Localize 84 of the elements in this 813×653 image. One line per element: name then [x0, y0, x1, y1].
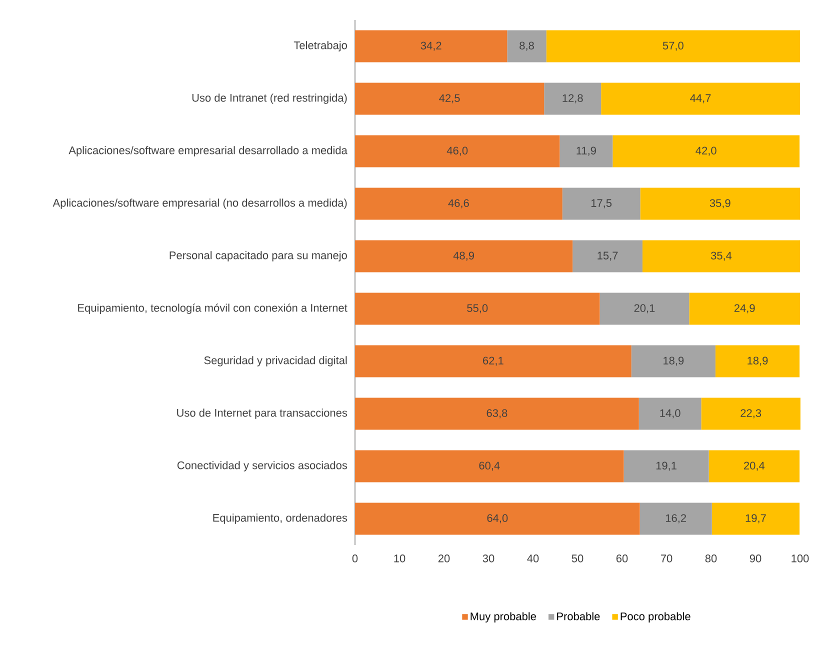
data-label: 57,0 [662, 42, 684, 51]
data-label: 18,9 [664, 356, 684, 366]
data-label: 48,9 [453, 252, 474, 261]
bar [355, 188, 562, 220]
y-tick-label: Personal capacitado para su manejo [170, 251, 347, 262]
bar [355, 292, 600, 325]
x-tick-label: 30 [482, 554, 494, 562]
bar [640, 188, 800, 220]
data-label: 64,0 [487, 514, 508, 524]
bar [640, 502, 712, 535]
data-label: 11,9 [576, 146, 596, 156]
x-tick-label: 50 [572, 554, 584, 562]
bar [708, 450, 800, 482]
bar [715, 345, 800, 378]
y-tick-label: Uso de Intranet (red restringida) [192, 94, 347, 104]
y-tick-label: Teletrabajo [294, 41, 347, 52]
bar [355, 450, 624, 482]
y-tick-label: Equipamiento, ordenadores [213, 514, 348, 524]
bar [601, 82, 800, 115]
bar [355, 345, 632, 378]
x-tick-label: 0 [352, 554, 358, 562]
x-tick-label: 10 [394, 554, 406, 562]
data-label: 24,9 [734, 304, 755, 314]
bar [355, 135, 560, 168]
legend-label: Poco probable [620, 612, 690, 622]
bar [355, 82, 544, 115]
data-label: 8,8 [520, 42, 534, 51]
bar [712, 502, 800, 535]
legend-label: Muy probable [470, 612, 536, 622]
data-label: 22,3 [740, 409, 762, 418]
y-tick-label: Aplicaciones/software empresarial desarrollado a medida [68, 146, 348, 156]
data-label: 17,5 [591, 199, 612, 208]
data-label: 46,6 [448, 199, 469, 208]
bar [612, 135, 800, 168]
data-label: 62,1 [483, 356, 504, 366]
bar [631, 345, 716, 378]
data-label: 42,5 [439, 94, 460, 104]
bar [572, 240, 642, 272]
y-tick-label: Conectividad y servicios asociados [177, 461, 348, 472]
x-tick-label: 100 [792, 554, 809, 562]
bar [600, 292, 690, 325]
bar [355, 30, 508, 62]
x-tick-label: 80 [705, 554, 717, 562]
bar [546, 30, 800, 62]
x-tick-label: 60 [616, 554, 628, 562]
bar [507, 30, 546, 62]
bar [355, 398, 639, 430]
x-tick-label: 20 [438, 554, 450, 562]
bar [562, 188, 640, 220]
data-label: 12,8 [562, 94, 583, 104]
data-label: 18,9 [748, 356, 768, 366]
data-label: 16,2 [666, 514, 686, 524]
x-tick-label: 70 [660, 554, 672, 562]
bar [560, 135, 613, 168]
bar [624, 450, 709, 482]
data-label: 44,7 [690, 94, 711, 104]
bar [355, 240, 573, 272]
legend-label: Probable [557, 612, 600, 620]
bar [544, 82, 602, 115]
data-label: 46,0 [446, 146, 468, 156]
data-label: 42,0 [696, 146, 716, 156]
data-label: 63,8 [486, 409, 508, 418]
data-label: 35,9 [710, 199, 730, 208]
bar [701, 398, 800, 430]
y-tick-label: Equipamiento, tecnología móvil con conexión a Internet [78, 304, 348, 314]
data-label: 19,1 [656, 462, 676, 471]
y-tick-label: Aplicaciones/software empresarial (no desarrollos a medida) [52, 198, 347, 209]
bar [638, 398, 702, 430]
x-tick-label: 40 [527, 554, 539, 562]
bar [642, 240, 800, 272]
data-label: 35,4 [710, 252, 732, 261]
x-tick-label: 90 [750, 554, 762, 562]
data-label: 34,2 [420, 42, 442, 51]
bar [689, 292, 800, 325]
data-label: 60,4 [479, 462, 500, 471]
data-label: 15,7 [598, 252, 618, 261]
bar [355, 502, 640, 535]
data-label: 20,1 [634, 304, 655, 314]
data-label: 20,4 [744, 462, 765, 471]
data-label: 19,7 [746, 514, 766, 524]
y-tick-label: Uso de Internet para transacciones [177, 408, 348, 419]
y-tick-label: Seguridad y privacidad digital [204, 356, 347, 366]
data-label: 14,0 [660, 409, 680, 418]
data-label: 55,0 [467, 304, 488, 314]
